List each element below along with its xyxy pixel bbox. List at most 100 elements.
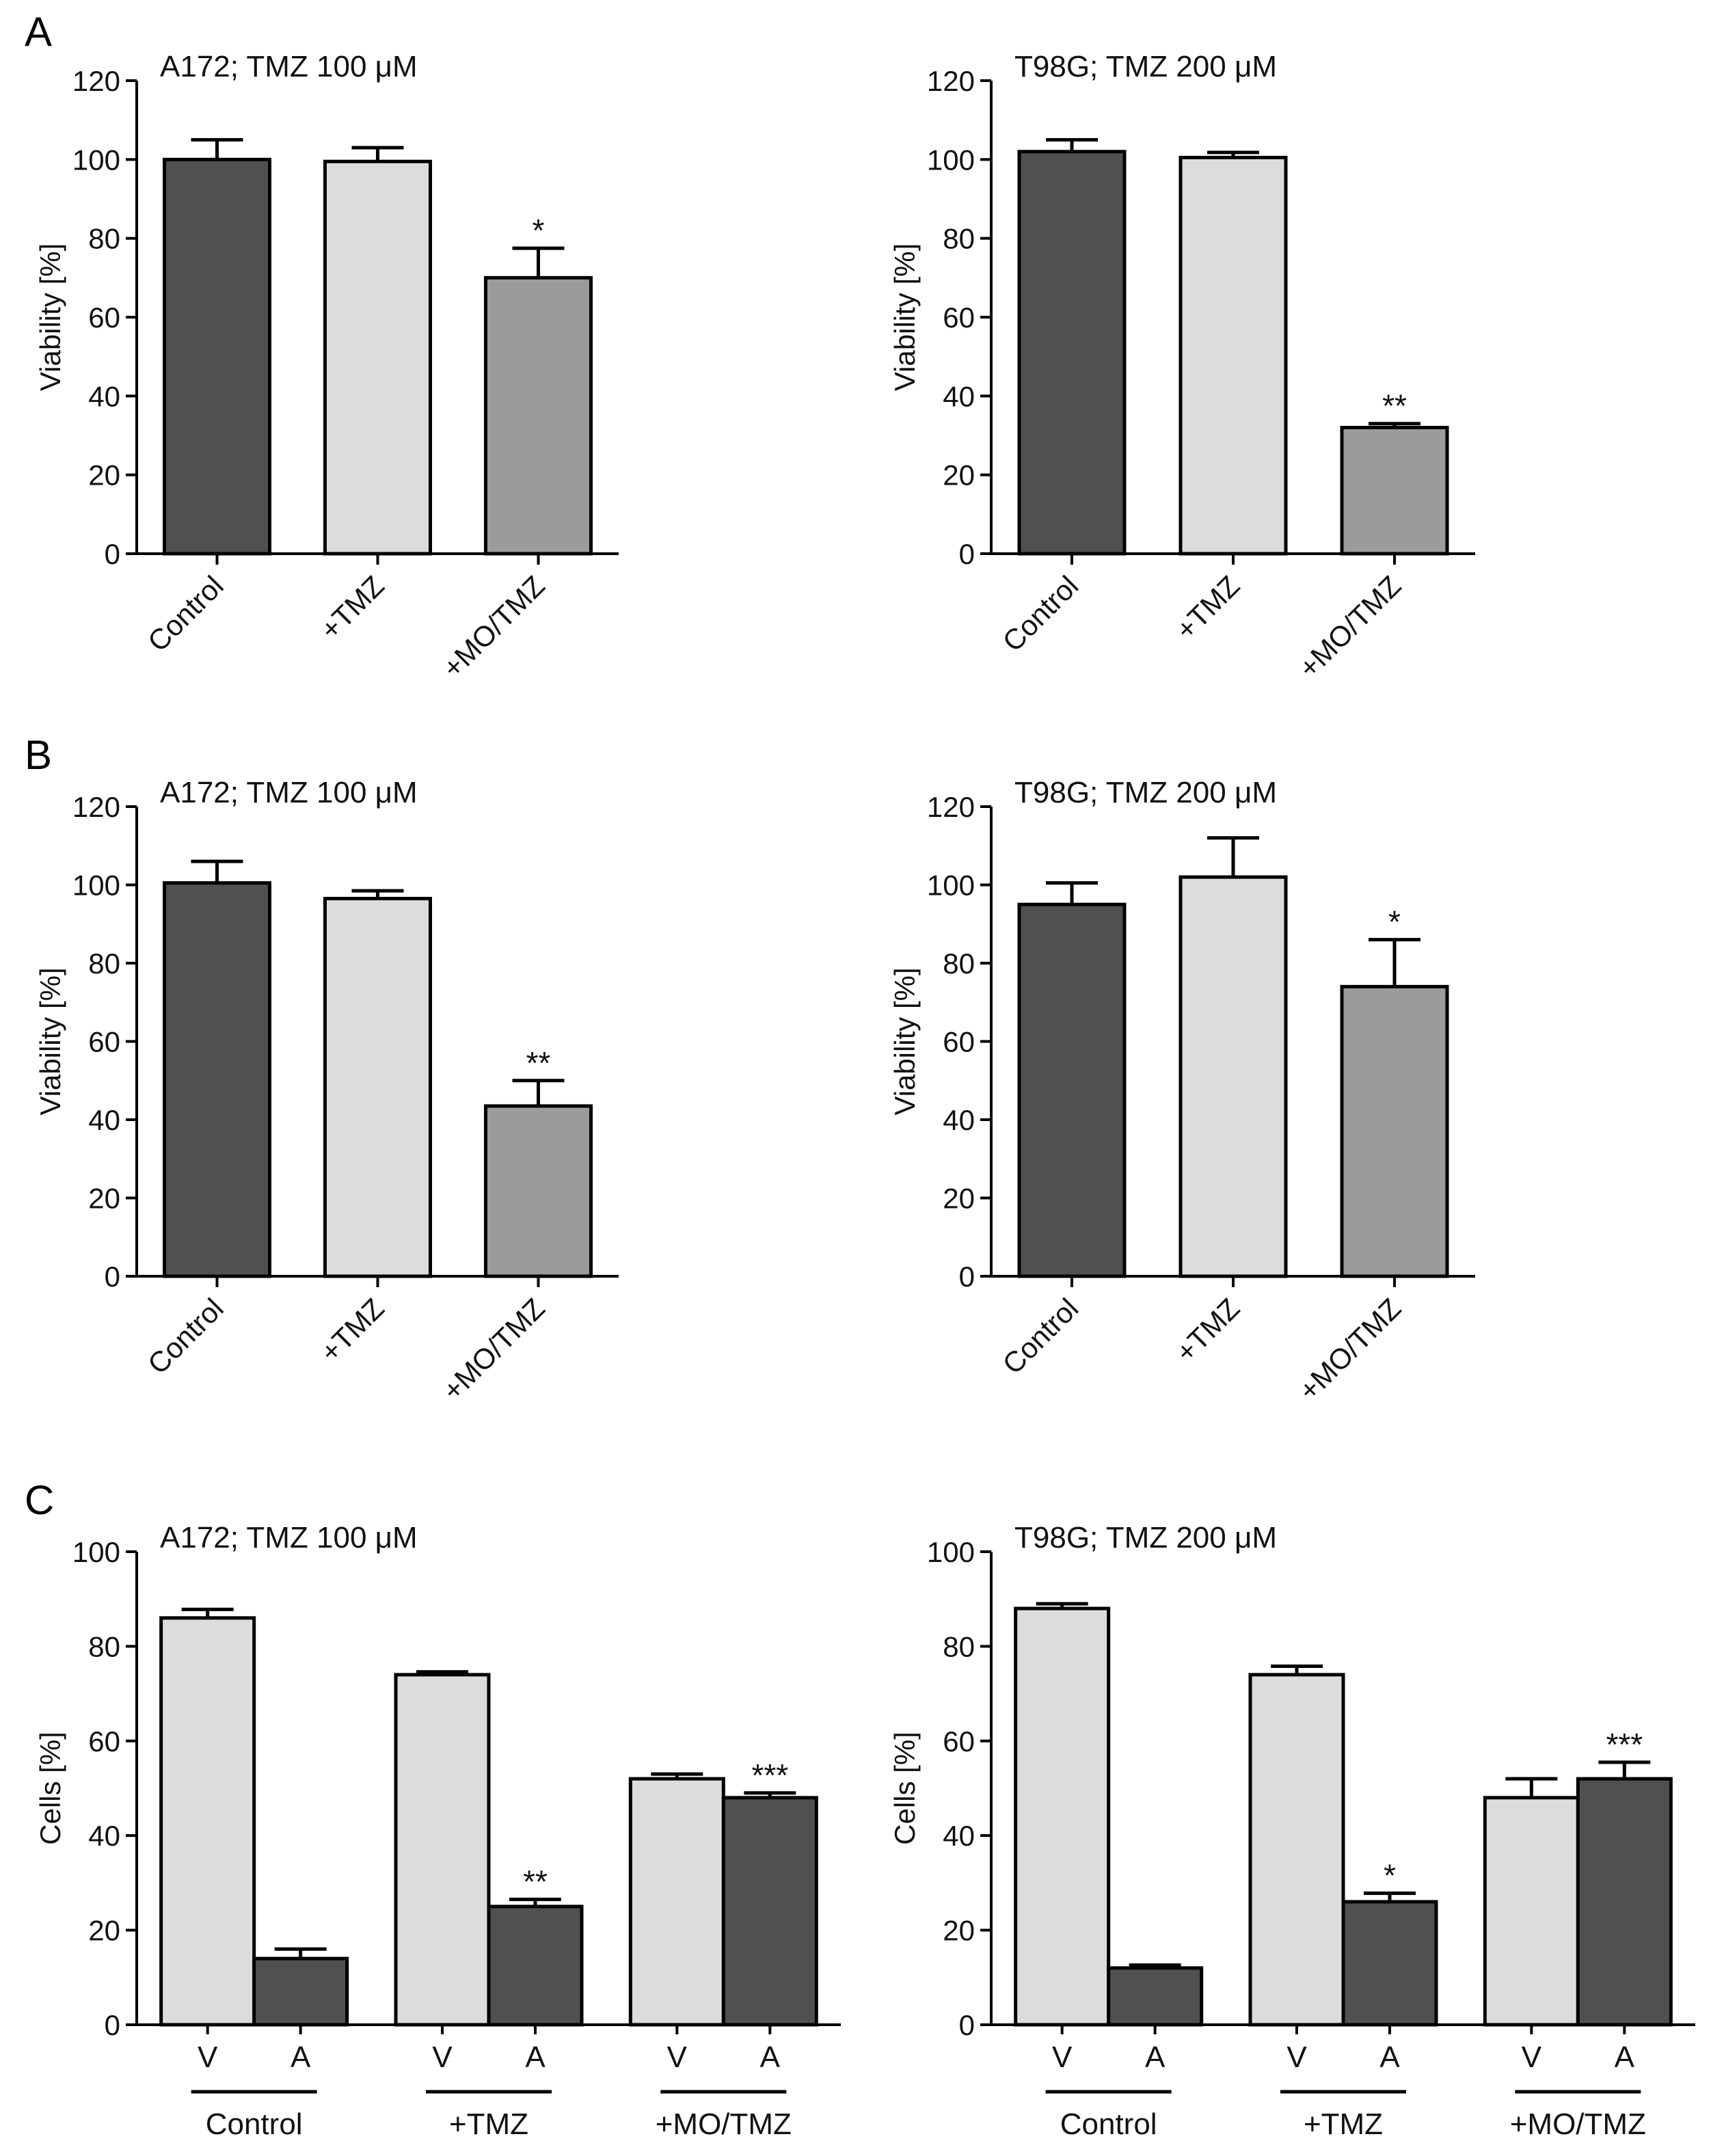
chart-3-title: T98G; TMZ 200 μM — [1014, 776, 1277, 809]
chart-5-ytick-label-0: 0 — [959, 2009, 975, 2041]
chart-5-bar-A-2 — [1576, 1777, 1673, 2027]
chart-0-bar-1 — [323, 159, 432, 556]
chart-2-ytick-label-4: 80 — [88, 947, 120, 980]
chart-3-xtick-label-0: Control — [996, 1292, 1084, 1380]
chart-3-ylabel: Viability [%] — [889, 967, 921, 1115]
chart-2-title: A172; TMZ 100 μM — [160, 776, 418, 809]
chart-4-bar-A-1-significance: ** — [523, 1864, 548, 1900]
chart-2-xtick-label-0: Control — [142, 1292, 230, 1380]
chart-0-title: A172; TMZ 100 μM — [160, 50, 418, 83]
chart-5-ytick-label-4: 80 — [943, 1630, 975, 1662]
chart-0-ylabel: Viability [%] — [34, 243, 66, 391]
chart-3-ytick-label-5: 100 — [927, 870, 975, 902]
chart-5-group-label-2: +MO/TMZ — [1510, 2107, 1646, 2141]
chart-2-ytick-label-6: 120 — [72, 791, 120, 823]
chart-1-ytick-label-5: 100 — [927, 144, 975, 176]
chart-2-bar-2 — [484, 1104, 593, 1278]
chart-5-ytick-label-2: 40 — [943, 1820, 975, 1852]
chart-4-bar-V-2 — [628, 1777, 725, 2027]
chart-2-ytick-label-5: 100 — [72, 870, 120, 902]
chart-4-bar-V-1 — [394, 1673, 491, 2027]
chart-3-ytick-label-3: 60 — [943, 1026, 975, 1058]
chart-4-ytick-label-4: 80 — [88, 1630, 120, 1662]
chart-4-bar-A-2-significance: *** — [751, 1757, 788, 1793]
chart-0-xtick-label-0: Control — [142, 569, 230, 658]
chart-1-xtick-label-1: +TMZ — [1170, 569, 1246, 646]
chart-5-sub-label-V-2: V — [1522, 2040, 1542, 2074]
chart-1-ylabel: Viability [%] — [889, 243, 921, 391]
chart-5-bar-V-2 — [1483, 1796, 1580, 2027]
chart-0-ytick-label-5: 100 — [72, 144, 120, 176]
chart-3-ytick-label-6: 120 — [927, 791, 975, 823]
chart-5-sub-label-V-0: V — [1052, 2040, 1073, 2074]
chart-0-bar-2 — [484, 275, 593, 556]
chart-3-ytick-label-2: 40 — [943, 1104, 975, 1136]
chart-2-ytick-label-3: 60 — [88, 1026, 120, 1058]
chart-5-bar-A-0 — [1107, 1966, 1204, 2027]
chart-5-bar-A-1-significance: * — [1384, 1858, 1396, 1894]
chart-3-ytick-label-1: 20 — [943, 1183, 975, 1215]
chart-5-group-label-0: Control — [1060, 2107, 1157, 2141]
chart-3-xtick-label-1: +TMZ — [1170, 1292, 1246, 1369]
chart-1-ytick-label-4: 80 — [943, 223, 975, 255]
chart-5-bar-A-2-significance: *** — [1606, 1727, 1643, 1762]
panel-label-c: C — [25, 1477, 55, 1523]
chart-2-ylabel: Viability [%] — [34, 967, 66, 1115]
chart-1-bar-2-significance: ** — [1382, 388, 1407, 424]
chart-4-title: A172; TMZ 100 μM — [160, 1521, 418, 1554]
chart-3-xtick-label-2: +MO/TMZ — [1293, 1292, 1408, 1407]
chart-1-bar-0 — [1017, 150, 1127, 556]
chart-2-ytick-label-1: 20 — [88, 1183, 120, 1215]
chart-4-bar-A-0 — [252, 1956, 349, 2027]
chart-5-group-label-1: +TMZ — [1304, 2107, 1383, 2141]
chart-5-title: T98G; TMZ 200 μM — [1014, 1521, 1277, 1554]
chart-0-ytick-label-6: 120 — [72, 65, 120, 97]
chart-5-bar-A-1 — [1341, 1900, 1438, 2027]
chart-5-bar-V-0 — [1014, 1606, 1111, 2027]
chart-5-sub-label-A-1: A — [1379, 2040, 1400, 2074]
chart-4-ytick-label-2: 40 — [88, 1820, 120, 1852]
chart-0-bar-0 — [163, 157, 271, 556]
chart-4-sub-label-A-0: A — [291, 2040, 311, 2074]
chart-0-bar-2-significance: * — [533, 213, 545, 248]
chart-0-ytick-label-3: 60 — [88, 301, 120, 334]
panel-label-b: B — [25, 732, 53, 778]
chart-1-bar-2 — [1340, 425, 1449, 556]
chart-2-bar-1 — [323, 897, 432, 1278]
chart-4-ytick-label-0: 0 — [105, 2009, 120, 2041]
chart-4-ytick-label-1: 20 — [88, 1915, 120, 1947]
chart-5-ytick-label-1: 20 — [943, 1915, 975, 1947]
chart-4-ylabel: Cells [%] — [34, 1731, 66, 1845]
chart-5-ylabel: Cells [%] — [889, 1731, 921, 1845]
chart-4-group-label-1: +TMZ — [449, 2107, 528, 2141]
chart-4-sub-label-V-2: V — [667, 2040, 688, 2074]
chart-5-sub-label-A-0: A — [1145, 2040, 1166, 2074]
chart-1-bar-1 — [1178, 155, 1288, 556]
chart-3-bar-0 — [1017, 902, 1127, 1278]
chart-1-ytick-label-6: 120 — [927, 65, 975, 97]
chart-2-ytick-label-0: 0 — [105, 1261, 120, 1293]
chart-0-xtick-label-2: +MO/TMZ — [436, 569, 551, 684]
chart-3-bar-2-significance: * — [1388, 904, 1401, 940]
chart-4-group-label-0: Control — [206, 2107, 303, 2141]
chart-4-sub-label-V-0: V — [198, 2040, 218, 2074]
chart-2-xtick-label-2: +MO/TMZ — [436, 1292, 551, 1407]
chart-1-title: T98G; TMZ 200 μM — [1014, 50, 1277, 83]
chart-2-bar-0 — [163, 881, 271, 1278]
chart-4-sub-label-A-1: A — [525, 2040, 546, 2074]
chart-2-bar-2-significance: ** — [526, 1045, 551, 1081]
chart-3-ytick-label-0: 0 — [959, 1261, 975, 1293]
chart-3-bar-2 — [1340, 984, 1449, 1278]
chart-5-ytick-label-5: 100 — [927, 1536, 975, 1568]
chart-4-sub-label-V-1: V — [432, 2040, 453, 2074]
chart-2-ytick-label-2: 40 — [88, 1104, 120, 1136]
chart-1-xtick-label-0: Control — [996, 569, 1084, 658]
chart-1-ytick-label-1: 20 — [943, 459, 975, 491]
chart-4-bar-V-0 — [159, 1616, 256, 2027]
chart-1-ytick-label-2: 40 — [943, 380, 975, 412]
chart-2-xtick-label-1: +TMZ — [314, 1292, 390, 1369]
chart-0-xtick-label-1: +TMZ — [314, 569, 390, 646]
chart-0-ytick-label-4: 80 — [88, 223, 120, 255]
chart-4-bar-A-2 — [721, 1796, 818, 2027]
